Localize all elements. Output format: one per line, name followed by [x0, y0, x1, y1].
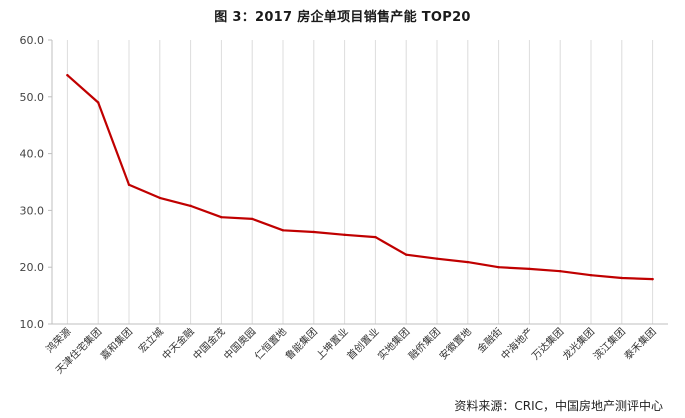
x-tick-label: 泰禾集团 — [621, 325, 658, 362]
data-point — [497, 266, 500, 269]
data-point — [158, 196, 161, 200]
data-point — [466, 260, 469, 264]
x-tick-label: 实地集团 — [375, 325, 412, 362]
data-point — [66, 74, 69, 77]
data-point — [251, 217, 254, 221]
data-point — [97, 101, 100, 104]
y-tick-label: 60.0 — [20, 34, 45, 47]
data-point — [559, 269, 562, 273]
x-tick-label: 嘉和集团 — [98, 325, 135, 362]
data-point — [374, 235, 377, 239]
data-point — [620, 276, 623, 280]
x-tick-label: 龙光集团 — [560, 325, 597, 362]
data-point — [312, 230, 315, 234]
data-point — [528, 267, 531, 271]
x-tick-label: 中国奥园 — [221, 325, 258, 362]
data-point — [189, 204, 192, 208]
data-point — [405, 253, 408, 256]
x-tick-label: 中天金融 — [159, 325, 196, 362]
data-point — [281, 229, 285, 232]
x-tick-label: 中国金茂 — [190, 325, 227, 362]
x-tick-label: 中海地产 — [498, 325, 535, 362]
x-tick-label: 宏立城 — [136, 325, 166, 355]
axes — [51, 40, 668, 325]
x-tick-label: 融侨集团 — [406, 325, 443, 362]
y-axis-ticks: 10.0 20.0 30.0 40.0 50.0 60.0 — [20, 34, 52, 331]
data-point — [435, 257, 439, 260]
data-point — [220, 216, 223, 219]
data-point — [651, 277, 654, 281]
y-tick-label: 30.0 — [20, 204, 45, 217]
x-tick-label: 鸿荣源 — [43, 325, 73, 355]
data-point — [343, 233, 346, 237]
gridlines — [66, 40, 654, 324]
y-tick-label: 50.0 — [20, 91, 45, 104]
series-line — [66, 74, 654, 281]
chart-title: 图 3：2017 房企单项目销售产能 TOP20 — [214, 10, 471, 25]
y-tick-label: 40.0 — [20, 148, 45, 161]
x-tick-label: 安徽置地 — [436, 325, 473, 362]
series-layer — [66, 74, 654, 281]
x-tick-label: 仁恒置地 — [252, 325, 289, 362]
y-tick-label: 20.0 — [20, 261, 45, 274]
y-tick-label: 10.0 — [20, 318, 45, 331]
data-point — [127, 183, 131, 187]
data-point — [589, 273, 593, 277]
x-tick-label: 万达集团 — [529, 325, 566, 362]
x-tick-label: 鲁能集团 — [282, 325, 319, 362]
x-tick-label: 金融街 — [474, 325, 504, 355]
x-tick-label: 上坤置业 — [313, 325, 350, 362]
x-tick-label: 首创置业 — [344, 325, 381, 362]
x-tick-label: 滨江集团 — [590, 325, 627, 362]
source-note: 资料来源：CRIC，中国房地产测评中心 — [454, 399, 663, 413]
